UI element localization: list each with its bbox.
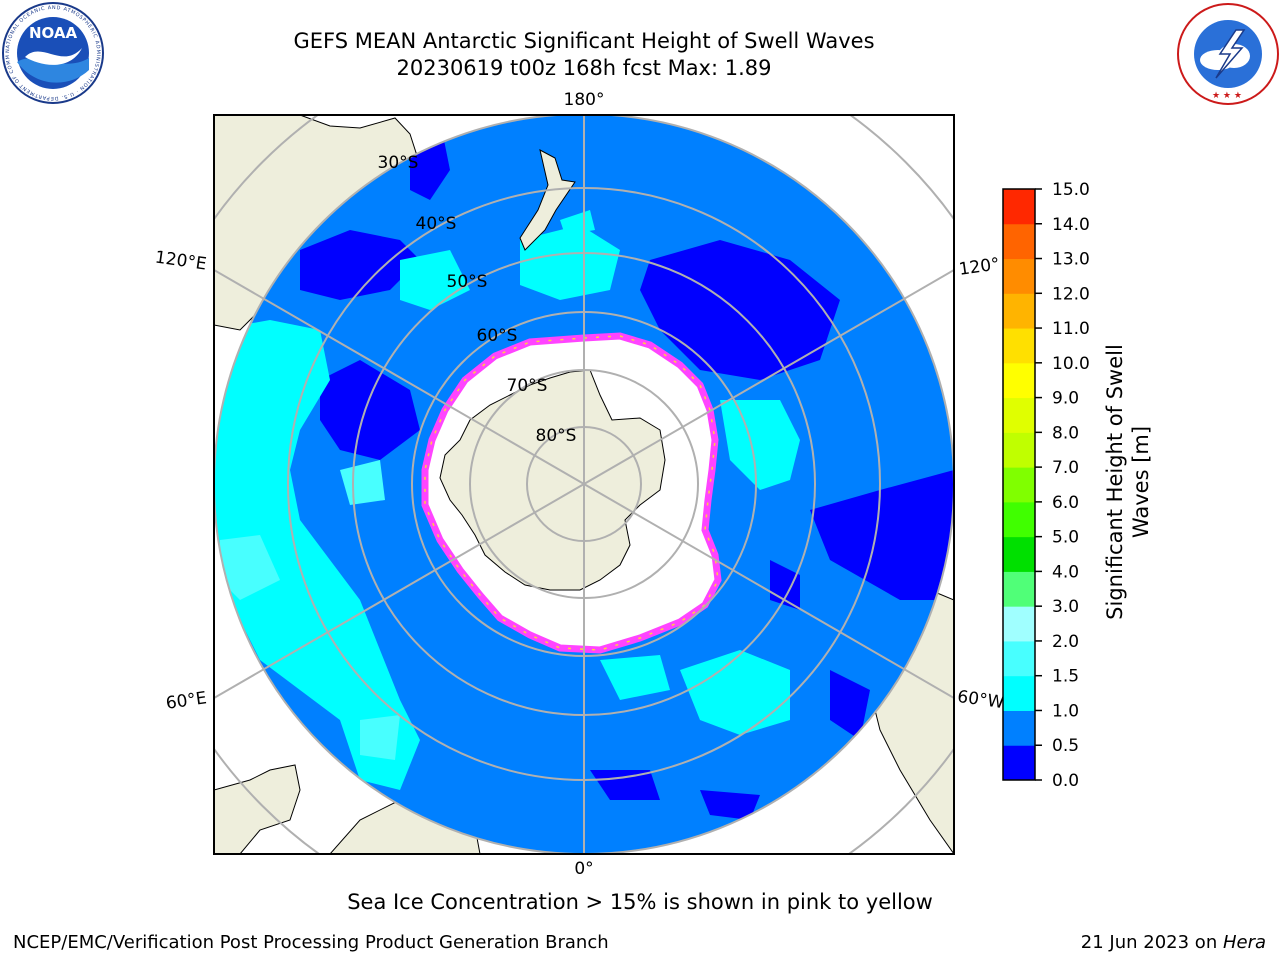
lon-label-60e: 60°E <box>165 688 208 713</box>
colorbar-tick-label: 6.0 <box>1052 493 1079 513</box>
lon-label-0: 0° <box>574 859 593 879</box>
colorbar-segment <box>1003 501 1035 538</box>
colorbar-segment <box>1003 223 1035 260</box>
colorbar-tick-label: 15.0 <box>1052 180 1090 200</box>
colorbar-segment <box>1003 397 1035 433</box>
colorbar-tick-label: 11.0 <box>1052 319 1090 339</box>
colorbar-segment <box>1003 640 1035 677</box>
colorbar-segment <box>1003 571 1035 607</box>
colorbar-tick-label: 13.0 <box>1052 250 1090 270</box>
colorbar: 0.0 0.5 1.0 1.5 2.0 3.0 4.0 5.0 6.0 7.0 8.0 9.0 10.0… <box>1002 180 1090 791</box>
graticule <box>214 115 954 854</box>
nws-logo: ★ ★ ★ <box>1177 3 1279 105</box>
lon-label-60w: 60°W <box>956 687 1005 713</box>
colorbar-segment <box>1003 606 1035 642</box>
colorbar-tick-label: 0.5 <box>1052 736 1079 756</box>
colorbar-tick-label: 9.0 <box>1052 389 1079 409</box>
colorbar-segment <box>1003 536 1035 572</box>
lon-label-120w: 120° <box>958 254 1001 280</box>
new-zealand-land <box>519 149 576 251</box>
lat-label-30s: 30°S <box>378 153 419 173</box>
lon-label-120e: 120°E <box>154 248 208 275</box>
africa-land <box>214 764 301 854</box>
colorbar-tick-label: 1.5 <box>1052 667 1079 687</box>
colorbar-segment <box>1003 293 1035 329</box>
colorbar-tick-label: 8.0 <box>1052 423 1079 443</box>
colorbar-segment <box>1003 710 1035 746</box>
lat-label-80s: 80°S <box>536 426 577 446</box>
colorbar-tick-label: 5.0 <box>1052 528 1079 548</box>
lat-label-70s: 70°S <box>507 376 548 396</box>
colorbar-tick-label: 10.0 <box>1052 354 1090 374</box>
colorbar-tick-label: 1.0 <box>1052 701 1079 721</box>
colorbar-tick-label: 7.0 <box>1052 458 1079 478</box>
footer-host: Hera <box>1222 932 1266 953</box>
colorbar-tick-label: 12.0 <box>1052 284 1090 304</box>
colorbar-segment <box>1003 745 1035 781</box>
colorbar-tick-label: 4.0 <box>1052 562 1079 582</box>
colorbar-tick-label: 3.0 <box>1052 597 1079 617</box>
footer-date-text: 21 Jun 2023 on <box>1080 932 1223 953</box>
colorbar-segment <box>1003 189 1035 225</box>
colorbar-tick-label: 2.0 <box>1052 632 1079 652</box>
lon-label-180: 180° <box>564 90 605 110</box>
noaa-logo-text: NOAA <box>29 24 78 42</box>
svg-text:★ ★ ★: ★ ★ ★ <box>1212 91 1242 101</box>
colorbar-segment <box>1003 362 1035 399</box>
noaa-logo: NOAA NATIONAL OCEANIC AND ATMOSPHERIC AD… <box>0 0 104 104</box>
colorbar-tick-label: 0.0 <box>1052 771 1079 791</box>
footer-organization: NCEP/EMC/Verification Post Processing Pr… <box>13 932 609 953</box>
lat-label-60s: 60°S <box>477 326 518 346</box>
sea-ice-note: Sea Ice Concentration > 15% is shown in … <box>347 890 933 914</box>
lat-label-40s: 40°S <box>416 214 457 234</box>
colorbar-tick-label: 14.0 <box>1052 215 1090 235</box>
colorbar-segment <box>1003 432 1035 468</box>
colorbar-segment <box>1003 675 1035 711</box>
lat-label-50s: 50°S <box>447 272 488 292</box>
chart-title: GEFS MEAN Antarctic Significant Height o… <box>293 29 875 53</box>
chart-subtitle: 20230619 t00z 168h fcst Max: 1.89 <box>396 56 772 80</box>
colorbar-segment <box>1003 328 1035 364</box>
colorbar-segment <box>1003 258 1035 294</box>
colorbar-segment <box>1003 467 1035 503</box>
footer-date: 21 Jun 2023 on Hera <box>1081 932 1266 953</box>
colorbar-label: Significant Height of Swell Waves [m] <box>1103 344 1153 620</box>
